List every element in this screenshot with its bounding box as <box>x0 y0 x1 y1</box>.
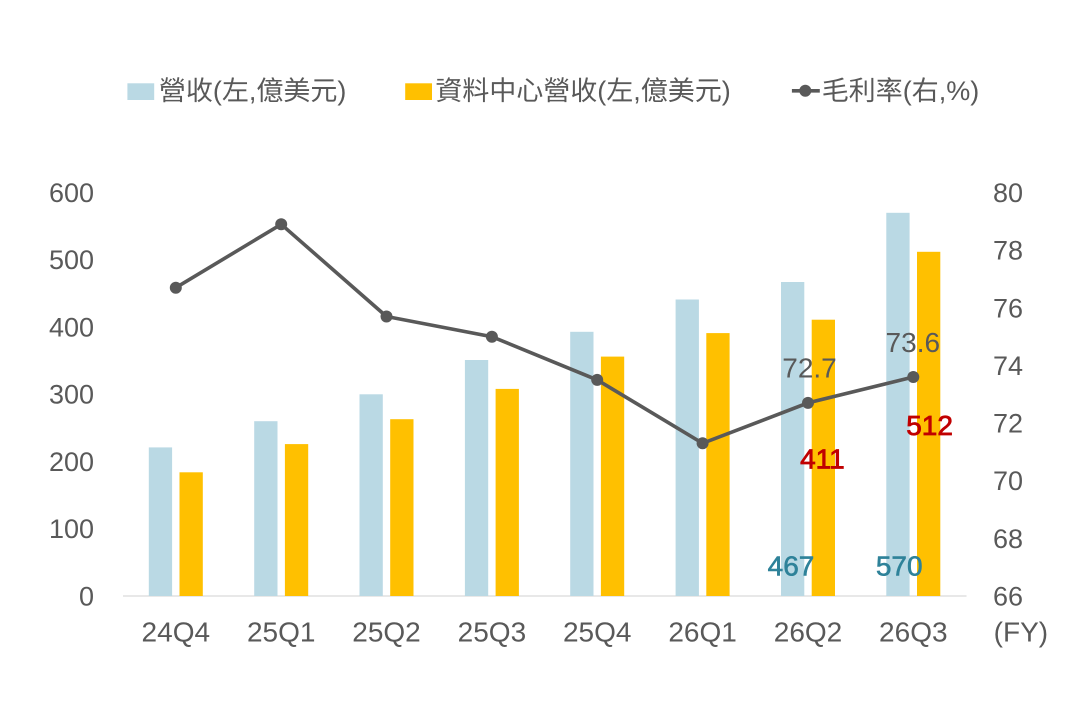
svg-text:,: , <box>249 76 257 106</box>
svg-text:25Q1: 25Q1 <box>247 617 316 648</box>
svg-text:): ) <box>970 76 979 106</box>
svg-text:300: 300 <box>49 380 94 410</box>
svg-text:25Q3: 25Q3 <box>458 617 527 648</box>
svg-text:70: 70 <box>993 466 1023 496</box>
svg-text:(: ( <box>597 76 606 106</box>
svg-text:400: 400 <box>49 313 94 343</box>
svg-text:80: 80 <box>993 178 1023 208</box>
svg-text:%: % <box>946 76 970 106</box>
svg-text:(: ( <box>903 76 912 106</box>
svg-text:): ) <box>722 76 731 106</box>
svg-text:570: 570 <box>876 551 923 582</box>
svg-text:100: 100 <box>49 514 94 544</box>
svg-text:467: 467 <box>768 551 815 582</box>
svg-text:411: 411 <box>800 444 845 475</box>
svg-text:(FY): (FY) <box>994 617 1048 648</box>
svg-text:24Q4: 24Q4 <box>142 617 211 648</box>
svg-text:72: 72 <box>993 409 1023 439</box>
svg-text:74: 74 <box>993 351 1023 381</box>
svg-text:73.6: 73.6 <box>886 327 941 358</box>
svg-text:(: ( <box>213 76 222 106</box>
svg-text:200: 200 <box>49 447 94 477</box>
svg-text:25Q4: 25Q4 <box>563 617 632 648</box>
svg-text:): ) <box>337 76 346 106</box>
svg-text:68: 68 <box>993 524 1023 554</box>
svg-text:0: 0 <box>79 581 94 611</box>
svg-text:66: 66 <box>993 581 1023 611</box>
svg-text:78: 78 <box>993 236 1023 266</box>
svg-text:,: , <box>633 76 641 106</box>
svg-text:26Q2: 26Q2 <box>774 617 843 648</box>
svg-text:25Q2: 25Q2 <box>352 617 421 648</box>
svg-text:600: 600 <box>49 178 94 208</box>
svg-text:512: 512 <box>906 410 953 441</box>
svg-text:500: 500 <box>49 245 94 275</box>
svg-text:72.7: 72.7 <box>782 353 837 384</box>
svg-text:76: 76 <box>993 293 1023 323</box>
svg-text:,: , <box>939 76 947 106</box>
svg-text:26Q1: 26Q1 <box>668 617 737 648</box>
svg-text:26Q3: 26Q3 <box>879 617 948 648</box>
